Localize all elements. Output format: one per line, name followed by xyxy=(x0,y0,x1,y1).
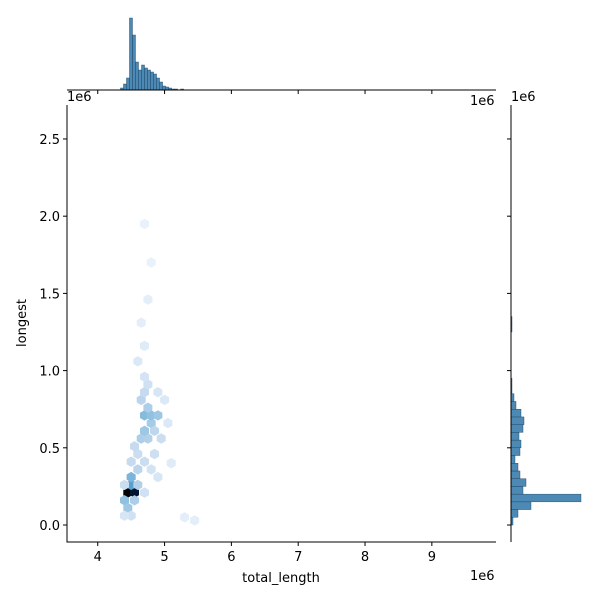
hist-bar xyxy=(510,447,521,456)
hexbin xyxy=(150,425,159,436)
hexbin xyxy=(146,257,156,268)
hist-bar xyxy=(510,463,519,472)
hexbin xyxy=(126,456,136,467)
hist-bar xyxy=(138,69,142,91)
y-tick-label: 0.5 xyxy=(39,442,60,457)
hexbin xyxy=(133,356,143,367)
hist-bar xyxy=(510,424,524,433)
hist-bar xyxy=(510,401,517,410)
y-tick-label: 1.5 xyxy=(39,287,60,302)
hexbin xyxy=(130,441,139,452)
hexbin xyxy=(153,471,163,483)
hist-bar xyxy=(147,69,151,91)
hist-bar xyxy=(510,432,520,441)
hist-bar xyxy=(162,85,166,91)
hexbin xyxy=(143,294,153,305)
hexbin xyxy=(143,433,153,444)
hist-bar xyxy=(135,61,139,91)
offset-label: 1e6 xyxy=(470,94,495,109)
hist-bar xyxy=(141,64,145,91)
hexbin xyxy=(166,458,176,469)
hexbin xyxy=(140,371,149,382)
hexbin xyxy=(133,479,143,491)
hist-bar xyxy=(150,71,154,91)
hexbin xyxy=(120,479,129,491)
hexbin xyxy=(143,379,153,390)
x-tick-label: 4 xyxy=(94,550,102,565)
hist-bar xyxy=(510,493,582,503)
hexbin xyxy=(153,387,163,398)
hexbin xyxy=(120,495,129,506)
hist-bar xyxy=(129,17,133,91)
hexbin xyxy=(150,448,159,460)
hexbin xyxy=(130,487,139,498)
offset-label: 1e6 xyxy=(470,569,495,584)
hist-bar xyxy=(510,409,522,418)
hexbin xyxy=(140,340,149,352)
hexbin xyxy=(153,410,163,421)
hexbin xyxy=(140,487,149,498)
hexbin xyxy=(140,387,149,398)
hexbin xyxy=(140,456,149,467)
x-label: total_length xyxy=(242,571,320,586)
hexbin xyxy=(143,402,153,413)
hexbin xyxy=(133,448,143,460)
y-tick-label: 2.0 xyxy=(39,210,60,225)
hist-bar xyxy=(144,67,148,91)
offset-label: 1e6 xyxy=(511,90,536,105)
hist-bar xyxy=(510,439,522,449)
hexbin xyxy=(146,464,156,475)
hist-bar xyxy=(126,77,130,91)
y-label: longest xyxy=(15,299,30,347)
hist-bar xyxy=(510,509,519,518)
offset-label: 1e6 xyxy=(67,90,92,105)
hexbin xyxy=(146,417,156,429)
hist-bar xyxy=(156,77,160,91)
hexbin xyxy=(136,317,146,328)
hexbin xyxy=(140,218,149,230)
hexbin xyxy=(163,417,173,429)
hist-bar xyxy=(510,486,524,495)
hexbin xyxy=(180,512,190,523)
hist-bar xyxy=(132,34,136,91)
axis-frame xyxy=(66,105,496,543)
hist-bar xyxy=(510,501,532,510)
hexbin xyxy=(136,394,146,406)
hist-bar xyxy=(123,83,127,91)
hexbin xyxy=(156,433,166,444)
y-tick-label: 0.0 xyxy=(39,519,60,534)
x-tick-label: 6 xyxy=(227,550,235,565)
hexbin xyxy=(120,510,129,521)
hexbin xyxy=(123,502,133,514)
x-tick-label: 5 xyxy=(160,550,168,565)
x-tick-label: 7 xyxy=(294,550,302,565)
y-tick-label: 1.0 xyxy=(39,365,60,380)
hexbin xyxy=(133,464,143,475)
hexbin xyxy=(140,425,149,436)
hist-bar xyxy=(510,455,516,464)
hexbin xyxy=(126,471,136,483)
hist-bar xyxy=(159,81,163,91)
hexbin xyxy=(160,394,170,406)
y-tick-label: 2.5 xyxy=(39,133,60,148)
x-tick-label: 8 xyxy=(361,550,369,565)
hexbin xyxy=(130,495,139,506)
hist-bar xyxy=(510,416,525,425)
x-tick-label: 9 xyxy=(428,550,436,565)
hexbin xyxy=(190,515,200,526)
hist-bar xyxy=(510,470,521,479)
hist-bar xyxy=(510,478,527,487)
hist-bar xyxy=(153,73,157,91)
